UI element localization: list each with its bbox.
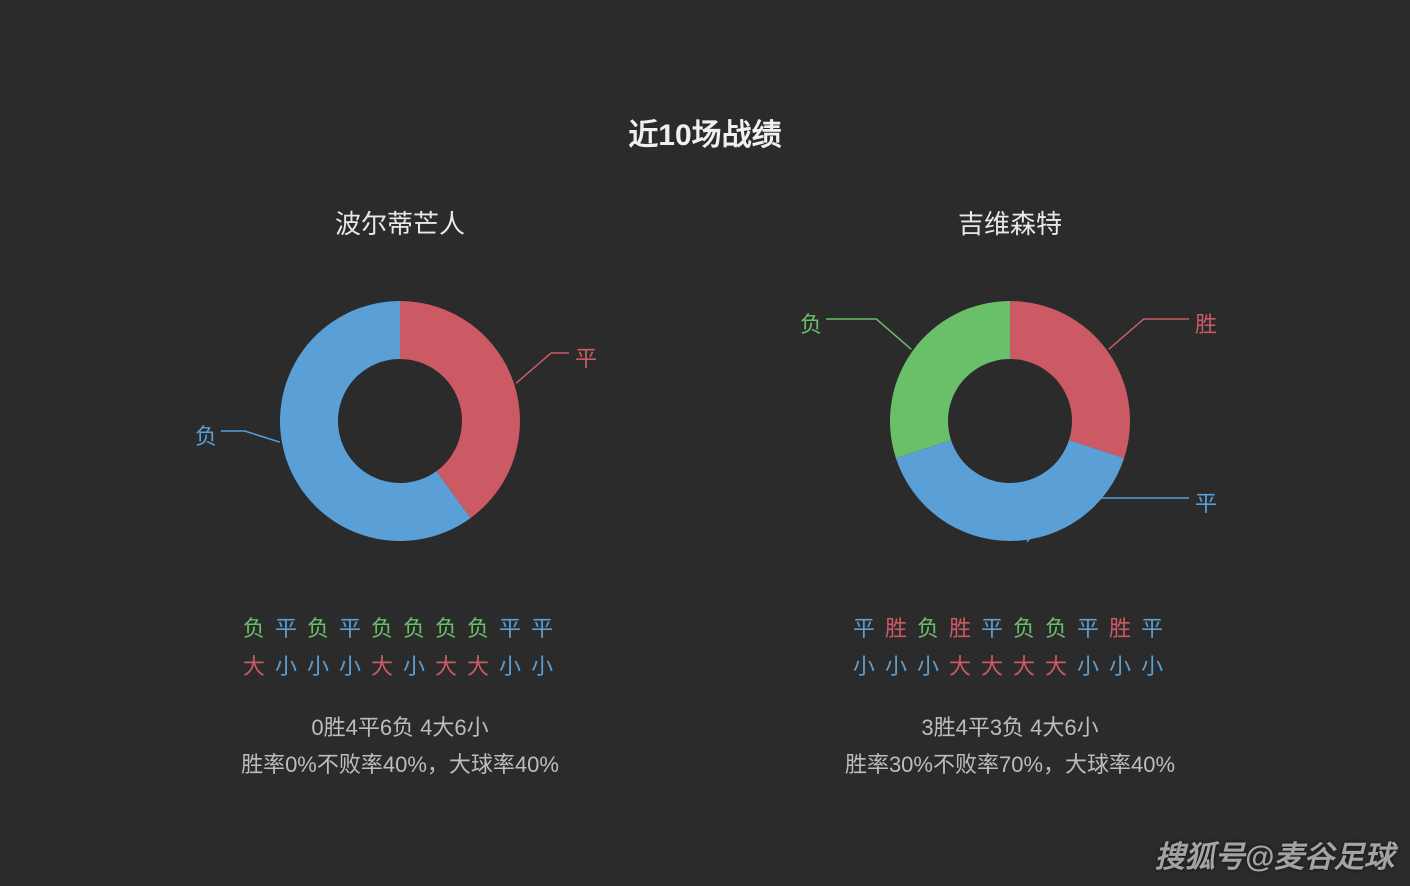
seq-token: 小 — [499, 654, 525, 679]
callout-label-负: 负 — [195, 419, 217, 451]
donut-slice-win — [1010, 301, 1130, 458]
seq-token: 小 — [885, 654, 911, 679]
seq-token: 平 — [339, 616, 365, 641]
page-title: 近10场战绩 — [0, 0, 1410, 154]
seq-token: 小 — [917, 654, 943, 679]
seq-token: 负 — [403, 616, 429, 641]
seq-token: 大 — [371, 654, 397, 679]
charts-row: 波尔蒂芒人 平负 负平负平负负负负平平 大小小小大小大大小小 0胜4平6负 4大… — [0, 204, 1410, 784]
overunder-sequence-1: 小小小大大大大小小小 — [853, 649, 1167, 681]
seq-token: 小 — [339, 654, 365, 679]
seq-token: 负 — [467, 616, 493, 641]
callout-label-平: 平 — [1195, 486, 1217, 518]
overunder-sequence-0: 大小小小大小大大小小 — [243, 649, 557, 681]
team-name-0: 波尔蒂芒人 — [335, 204, 465, 241]
seq-token: 大 — [1045, 654, 1071, 679]
summary-1-line1: 3胜4平3负 4大6小 — [845, 709, 1175, 746]
seq-token: 小 — [307, 654, 333, 679]
seq-token: 小 — [531, 654, 557, 679]
seq-token: 大 — [467, 654, 493, 679]
seq-token: 平 — [1077, 616, 1103, 641]
team-name-1: 吉维森特 — [958, 204, 1062, 241]
seq-token: 平 — [981, 616, 1007, 641]
seq-token: 负 — [243, 616, 269, 641]
seq-token: 负 — [1013, 616, 1039, 641]
seq-token: 负 — [917, 616, 943, 641]
result-sequence-1: 平胜负胜平负负平胜平 — [853, 611, 1167, 643]
team-block-1: 吉维森特 胜平负 平胜负胜平负负平胜平 小小小大大大大小小小 3胜4平3负 4大… — [800, 204, 1220, 784]
seq-token: 小 — [1077, 654, 1103, 679]
seq-token: 大 — [243, 654, 269, 679]
donut-slice-loss — [890, 301, 1010, 458]
seq-token: 小 — [275, 654, 301, 679]
seq-token: 负 — [435, 616, 461, 641]
callout-line — [516, 353, 569, 383]
seq-token: 小 — [853, 654, 879, 679]
seq-token: 胜 — [949, 616, 975, 641]
result-sequence-0: 负平负平负负负负平平 — [243, 611, 557, 643]
seq-token: 小 — [403, 654, 429, 679]
callout-label-胜: 胜 — [1195, 307, 1217, 339]
donut-chart-0: 平负 — [190, 271, 610, 571]
seq-token: 平 — [853, 616, 879, 641]
seq-token: 负 — [307, 616, 333, 641]
seq-token: 大 — [981, 654, 1007, 679]
summary-0: 0胜4平6负 4大6小 胜率0%不败率40%，大球率40% — [241, 709, 559, 784]
callout-line — [1109, 319, 1189, 349]
summary-0-line1: 0胜4平6负 4大6小 — [241, 709, 559, 746]
callout-label-负: 负 — [800, 307, 822, 339]
callout-line — [221, 431, 280, 442]
summary-1-line2: 胜率30%不败率70%，大球率40% — [845, 746, 1175, 783]
seq-token: 大 — [435, 654, 461, 679]
seq-token: 大 — [949, 654, 975, 679]
donut-chart-1: 胜平 负 — [800, 271, 1220, 571]
seq-token: 平 — [1141, 616, 1167, 641]
donut-slice-draw — [896, 440, 1124, 541]
callout-line — [826, 319, 911, 349]
seq-token: 平 — [499, 616, 525, 641]
seq-token: 胜 — [1109, 616, 1135, 641]
seq-token: 负 — [1045, 616, 1071, 641]
summary-1: 3胜4平3负 4大6小 胜率30%不败率70%，大球率40% — [845, 709, 1175, 784]
seq-token: 小 — [1109, 654, 1135, 679]
seq-token: 胜 — [885, 616, 911, 641]
seq-token: 大 — [1013, 654, 1039, 679]
team-block-0: 波尔蒂芒人 平负 负平负平负负负负平平 大小小小大小大大小小 0胜4平6负 4大… — [190, 204, 610, 784]
seq-token: 平 — [275, 616, 301, 641]
seq-token: 平 — [531, 616, 557, 641]
summary-0-line2: 胜率0%不败率40%，大球率40% — [241, 746, 559, 783]
seq-token: 小 — [1141, 654, 1167, 679]
watermark: 搜狐号@麦谷足球 — [1155, 832, 1394, 876]
callout-label-平: 平 — [575, 341, 597, 373]
seq-token: 负 — [371, 616, 397, 641]
